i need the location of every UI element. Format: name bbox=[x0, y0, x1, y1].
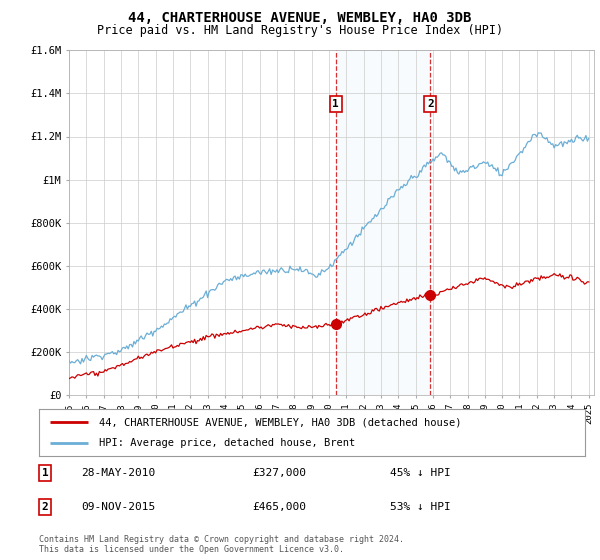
Text: 45% ↓ HPI: 45% ↓ HPI bbox=[390, 468, 451, 478]
Text: 28-MAY-2010: 28-MAY-2010 bbox=[81, 468, 155, 478]
Text: Price paid vs. HM Land Registry's House Price Index (HPI): Price paid vs. HM Land Registry's House … bbox=[97, 24, 503, 36]
Text: 1: 1 bbox=[332, 99, 339, 109]
Text: £465,000: £465,000 bbox=[252, 502, 306, 512]
Text: 44, CHARTERHOUSE AVENUE, WEMBLEY, HA0 3DB (detached house): 44, CHARTERHOUSE AVENUE, WEMBLEY, HA0 3D… bbox=[99, 417, 461, 427]
Text: 2: 2 bbox=[41, 502, 49, 512]
Text: 1: 1 bbox=[41, 468, 49, 478]
Bar bbox=[336, 50, 430, 395]
Text: 53% ↓ HPI: 53% ↓ HPI bbox=[390, 502, 451, 512]
Text: 09-NOV-2015: 09-NOV-2015 bbox=[81, 502, 155, 512]
Text: 2: 2 bbox=[427, 99, 434, 109]
Text: HPI: Average price, detached house, Brent: HPI: Average price, detached house, Bren… bbox=[99, 438, 355, 448]
Text: Contains HM Land Registry data © Crown copyright and database right 2024.
This d: Contains HM Land Registry data © Crown c… bbox=[39, 535, 404, 554]
Text: £327,000: £327,000 bbox=[252, 468, 306, 478]
Text: 44, CHARTERHOUSE AVENUE, WEMBLEY, HA0 3DB: 44, CHARTERHOUSE AVENUE, WEMBLEY, HA0 3D… bbox=[128, 11, 472, 25]
